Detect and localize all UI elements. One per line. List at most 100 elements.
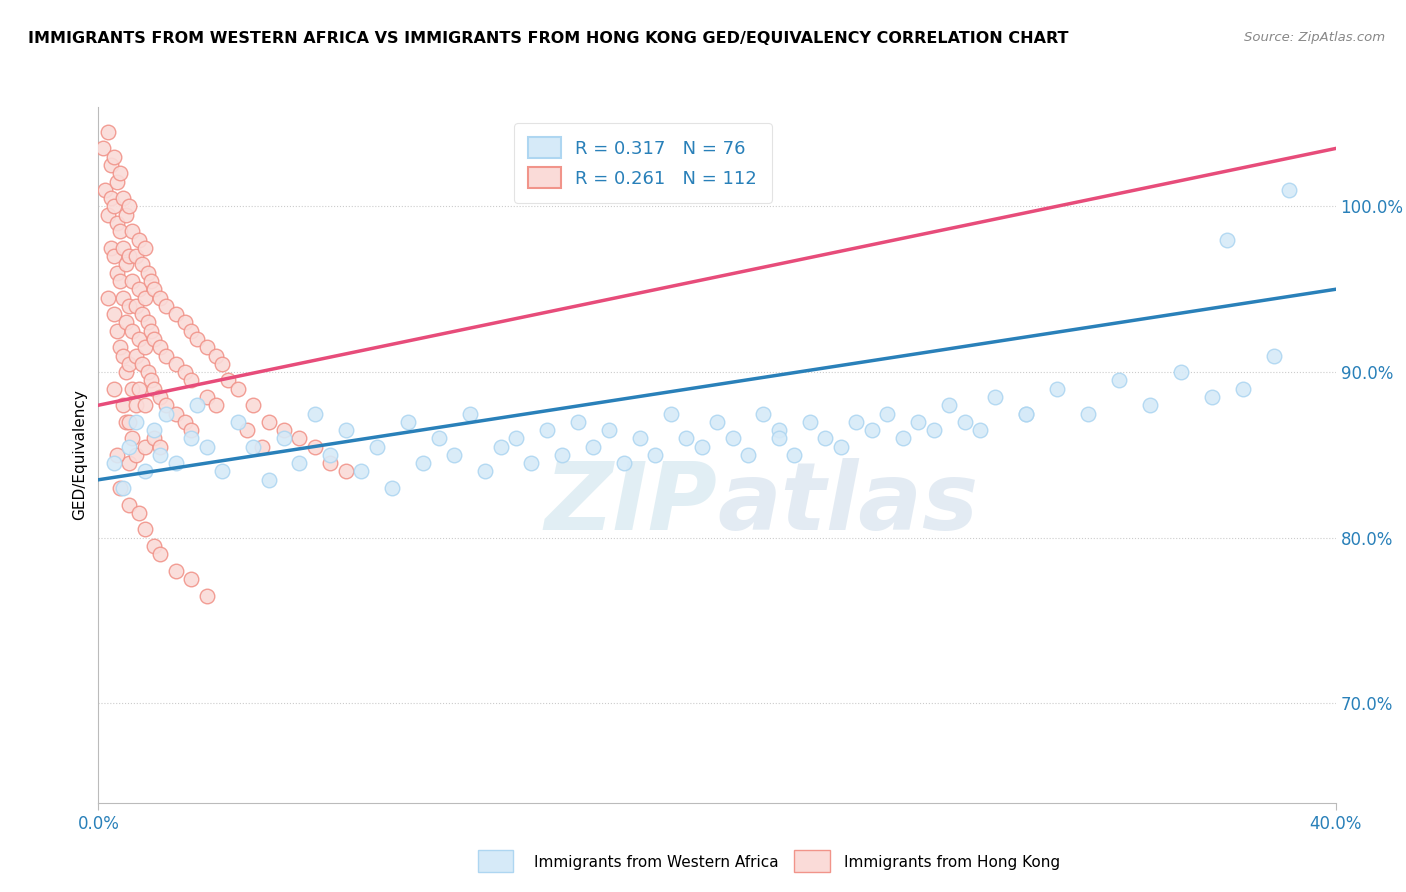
Point: [134, 291, 156, 305]
Point: [427, 431, 450, 445]
Point: [969, 423, 991, 437]
Point: [143, 539, 166, 553]
Point: [134, 523, 156, 537]
Point: [195, 589, 218, 603]
Point: [211, 357, 233, 371]
Point: [149, 340, 172, 354]
Point: [143, 382, 166, 396]
Point: [799, 415, 821, 429]
Point: [226, 415, 249, 429]
Point: [143, 423, 166, 437]
Point: [180, 373, 202, 387]
Point: [1278, 183, 1301, 197]
Point: [112, 398, 135, 412]
Point: [412, 456, 434, 470]
Point: [505, 431, 527, 445]
Point: [474, 465, 496, 479]
Point: [1263, 349, 1285, 363]
Text: ZIP: ZIP: [544, 458, 717, 549]
Point: [100, 241, 122, 255]
Point: [139, 274, 162, 288]
Point: [97, 208, 120, 222]
Point: [628, 431, 651, 445]
Point: [97, 291, 120, 305]
Point: [180, 423, 202, 437]
Point: [136, 365, 159, 379]
Point: [118, 199, 141, 213]
Point: [180, 572, 202, 586]
Point: [143, 332, 166, 346]
Point: [706, 415, 728, 429]
Point: [1232, 382, 1254, 396]
Point: [257, 473, 280, 487]
Point: [489, 440, 512, 454]
Point: [118, 357, 141, 371]
Point: [100, 158, 122, 172]
Point: [103, 307, 125, 321]
Text: Source: ZipAtlas.com: Source: ZipAtlas.com: [1244, 31, 1385, 45]
Point: [830, 440, 852, 454]
Point: [134, 440, 156, 454]
Point: [288, 431, 311, 445]
Text: atlas: atlas: [717, 458, 979, 549]
Point: [396, 415, 419, 429]
Point: [108, 274, 131, 288]
Point: [112, 481, 135, 495]
Point: [124, 299, 146, 313]
Point: [180, 431, 202, 445]
Point: [121, 431, 143, 445]
Point: [118, 498, 141, 512]
Point: [675, 431, 697, 445]
Point: [131, 357, 153, 371]
Point: [115, 208, 138, 222]
Point: [567, 415, 589, 429]
Point: [136, 315, 159, 329]
Point: [149, 440, 172, 454]
Point: [737, 448, 759, 462]
Point: [124, 398, 146, 412]
Point: [319, 456, 342, 470]
Point: [350, 465, 373, 479]
Point: [304, 407, 326, 421]
Point: [139, 324, 162, 338]
Point: [118, 299, 141, 313]
Point: [195, 440, 218, 454]
Point: [124, 448, 146, 462]
Point: [1170, 365, 1192, 379]
Point: [149, 291, 172, 305]
Point: [108, 224, 131, 238]
Point: [165, 407, 187, 421]
Point: [195, 390, 218, 404]
Point: [112, 191, 135, 205]
Point: [721, 431, 744, 445]
Point: [814, 431, 837, 445]
Point: [938, 398, 960, 412]
Point: [768, 431, 790, 445]
Point: [149, 547, 172, 561]
Point: [93, 183, 115, 197]
Point: [128, 233, 150, 247]
Point: [112, 241, 135, 255]
Point: [134, 398, 156, 412]
Point: [211, 465, 233, 479]
Point: [443, 448, 465, 462]
Point: [984, 390, 1007, 404]
Point: [134, 465, 156, 479]
Point: [273, 431, 295, 445]
Point: [103, 199, 125, 213]
Point: [128, 506, 150, 520]
Point: [174, 415, 197, 429]
Point: [118, 456, 141, 470]
Point: [1046, 382, 1069, 396]
Point: [128, 332, 150, 346]
Text: Immigrants from Western Africa: Immigrants from Western Africa: [534, 855, 779, 870]
Point: [551, 448, 574, 462]
Point: [131, 307, 153, 321]
Point: [103, 456, 125, 470]
Point: [381, 481, 404, 495]
Point: [97, 125, 120, 139]
Point: [205, 349, 228, 363]
Point: [108, 166, 131, 180]
Point: [100, 191, 122, 205]
Point: [108, 340, 131, 354]
